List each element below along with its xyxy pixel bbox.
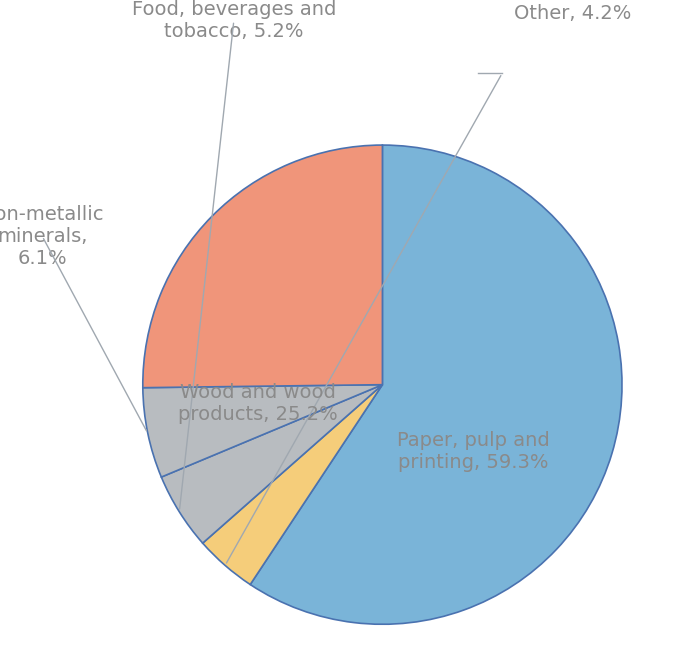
Wedge shape <box>162 384 382 543</box>
Wedge shape <box>142 145 382 388</box>
Text: Wood and wood
products, 25.2%: Wood and wood products, 25.2% <box>178 383 338 424</box>
Text: Food, beverages and
tobacco, 5.2%: Food, beverages and tobacco, 5.2% <box>132 0 336 41</box>
Text: Non-metallic
minerals,
6.1%: Non-metallic minerals, 6.1% <box>0 205 104 268</box>
Wedge shape <box>203 384 382 584</box>
Text: Paper, pulp and
printing, 59.3%: Paper, pulp and printing, 59.3% <box>397 431 550 472</box>
Text: Other, 4.2%: Other, 4.2% <box>514 4 632 23</box>
Wedge shape <box>142 384 382 477</box>
Wedge shape <box>250 145 622 625</box>
